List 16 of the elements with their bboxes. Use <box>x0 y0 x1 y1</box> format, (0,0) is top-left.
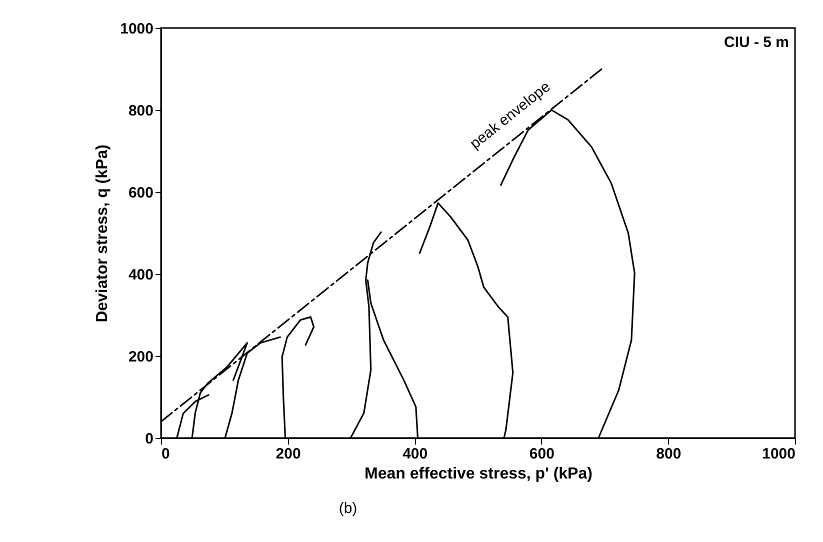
x-tick-label: 0 <box>162 446 170 462</box>
y-tick-label: 600 <box>128 184 154 202</box>
text: (b) <box>338 500 358 517</box>
x-tick-label: 800 <box>656 446 682 462</box>
y-tick-label: 1000 <box>120 20 154 38</box>
y-tick-label: 400 <box>128 266 154 284</box>
x-tick-label: 200 <box>276 446 301 462</box>
annotation: CIU - 5 m <box>724 34 789 51</box>
y-tick-label: 0 <box>145 430 154 448</box>
y-tick-label: 800 <box>128 102 154 120</box>
y-axis-title: Deviator stress, q (kPa) <box>94 144 112 322</box>
y-tick-label: 200 <box>128 348 154 366</box>
x-tick-label: 1000 <box>762 446 796 462</box>
x-tick-label: 600 <box>529 446 554 462</box>
x-axis-title: Mean effective stress, p' (kPa) <box>364 466 592 482</box>
x-tick-label: 400 <box>402 446 428 462</box>
